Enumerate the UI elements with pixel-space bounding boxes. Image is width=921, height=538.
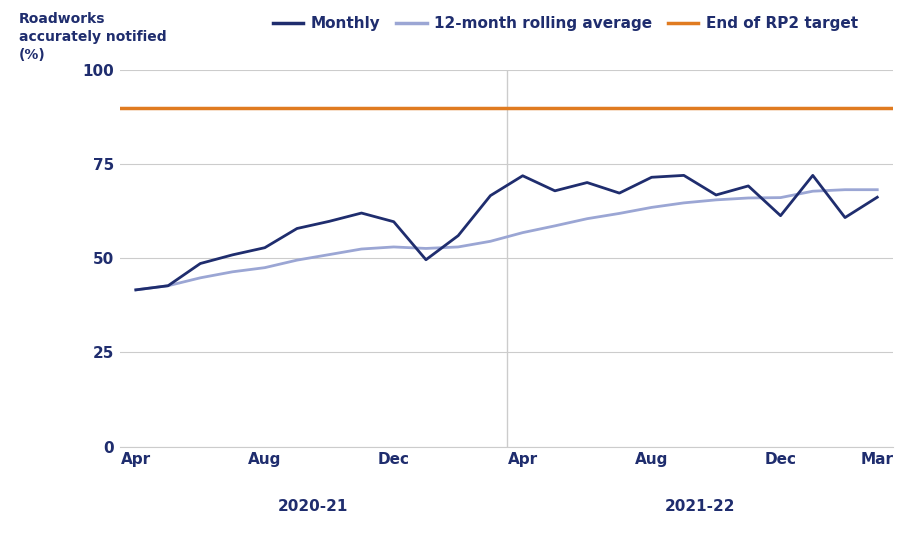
Legend: Monthly, 12-month rolling average, End of RP2 target: Monthly, 12-month rolling average, End o… (266, 10, 864, 37)
Text: 2020-21: 2020-21 (278, 499, 348, 514)
Text: Roadworks
accurately notified
(%): Roadworks accurately notified (%) (19, 12, 167, 62)
Text: 2021-22: 2021-22 (665, 499, 735, 514)
